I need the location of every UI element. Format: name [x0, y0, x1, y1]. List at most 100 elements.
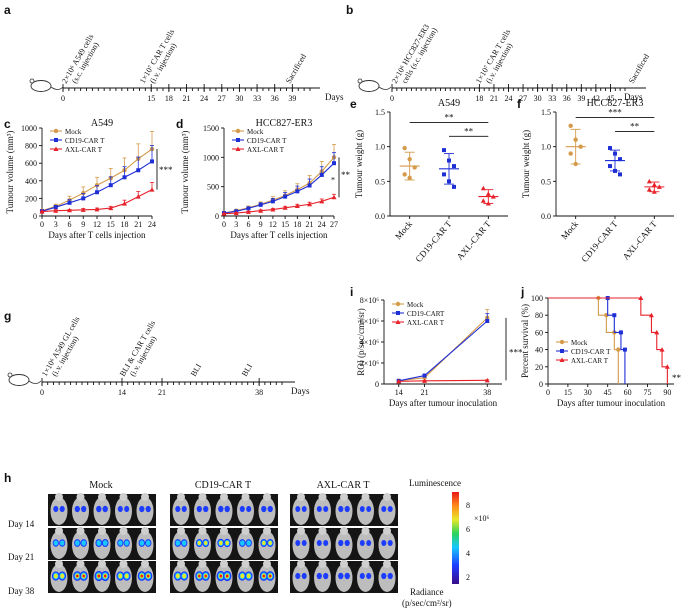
significance-marker: **: [672, 373, 682, 383]
x-tick-label: CD19-CAR T: [579, 218, 620, 264]
bli-signal: [82, 574, 85, 578]
mouse-head: [119, 493, 128, 501]
data-point-axl: [638, 295, 644, 300]
y-axis-label: Tumour weight (g): [521, 130, 531, 198]
x-tick-label: 24: [148, 220, 156, 229]
legend-entry: CD19-CAR T: [247, 137, 287, 145]
bli-signal: [240, 573, 245, 579]
data-point-cd19: [122, 175, 127, 180]
mouse-head: [141, 527, 149, 535]
bli-signal: [60, 540, 65, 546]
annot-g-bli1: BLI: [189, 362, 203, 378]
data-point-axl: [646, 178, 652, 184]
data-point-axl: [664, 364, 670, 369]
y-tick-label: 0: [215, 212, 219, 221]
mouse-silhouette: [357, 531, 374, 559]
x-tick-label: 15: [107, 220, 115, 229]
timeline-tick-label: 24: [200, 94, 208, 103]
x-tick-label: Mock: [559, 218, 580, 241]
chart-e: 0.0 0.5 1.0 1.5 e A549 Tumour weight (g) Mock CD…: [350, 97, 508, 264]
data-point-axl: [651, 182, 657, 187]
mouse-head: [361, 527, 370, 535]
significance-marker: **: [445, 112, 455, 122]
bli-image-grid: [48, 493, 398, 593]
timeline-tick-label: 21: [490, 94, 498, 103]
significance-marker: ***: [608, 108, 622, 118]
bli-signal: [118, 540, 123, 546]
y-tick-label: 1.0: [375, 143, 385, 152]
bli-signal: [359, 540, 365, 546]
mouse-silhouette: [258, 531, 276, 559]
y-tick-label: 80: [535, 311, 543, 320]
bli-signal: [381, 539, 387, 547]
x-axis-label: Days after T cells injection: [48, 230, 146, 240]
bli-image: [48, 560, 156, 593]
panel-a: a 0 15 18 21 24 27 30 33 36 39 2×10⁶ A549 cells (…: [4, 3, 344, 103]
y-tick-label: 2×10⁶: [360, 359, 380, 368]
x-tick-label: 0: [40, 220, 44, 229]
legend-entry: Mock: [571, 339, 588, 347]
bli-signal: [204, 540, 208, 546]
bli-signal: [96, 540, 102, 546]
panel-label-j: j: [520, 285, 524, 299]
panel-label-b: b: [346, 3, 353, 17]
y-tick-label: 1.5: [541, 108, 551, 117]
legend-entry: AXL-CAR T: [571, 357, 609, 365]
series-line-cd19: [223, 162, 335, 214]
data-point-cd19: [442, 172, 446, 177]
data-point-axl: [282, 205, 288, 210]
mouse-silhouette: [115, 497, 132, 525]
bli-signal: [139, 540, 145, 546]
data-point-cd19: [270, 199, 275, 204]
timeline-tick-label: 45: [606, 94, 614, 103]
panel-label-e: e: [350, 97, 357, 111]
mouse-silhouette: [292, 531, 310, 559]
x-tick-label: 75: [643, 388, 651, 397]
timeline-tick-label: 30: [235, 94, 243, 103]
data-point-axl: [270, 207, 276, 212]
chart-title: HCC827-ER3: [587, 98, 644, 109]
day-label-21: Day 21: [8, 552, 34, 562]
radiance-unit: (p/sec/cm²/sr): [402, 598, 452, 608]
x-tick-label: AXL-CAR T: [455, 218, 494, 261]
significance-marker: **: [341, 170, 351, 180]
bli-signal: [145, 505, 151, 513]
timeline-tick-label: 21: [158, 388, 166, 397]
bli-signal: [197, 540, 201, 546]
data-point-axl: [221, 211, 227, 216]
y-tick-label: 0: [539, 380, 543, 389]
data-point-axl: [94, 206, 100, 212]
x-tick-label: 21: [421, 388, 429, 397]
mouse-head: [98, 493, 106, 501]
data-point-cd19: [54, 138, 58, 142]
bli-signal: [140, 574, 144, 578]
data-point-mock: [568, 123, 573, 129]
colorbar-exponent: ×10⁶: [474, 514, 490, 523]
data-point-axl: [331, 194, 337, 200]
data-point-mock: [616, 347, 621, 352]
bli-signal: [301, 506, 307, 512]
bli-signal: [224, 505, 230, 513]
mouse-icon: [357, 78, 392, 92]
bli-image: [290, 493, 398, 526]
data-point-cd19: [95, 190, 99, 195]
mouse-head: [55, 527, 63, 535]
bli-image: [290, 527, 398, 560]
bli-signal: [381, 572, 387, 580]
panel-b: b 0 18 21 24 27 30 33 36 39 42 45 2×10⁶ HCC827-ER3…: [346, 3, 651, 103]
data-point-mock: [559, 339, 565, 345]
timeline-tick-label: 21: [183, 94, 191, 103]
legend-entry: Mock: [247, 128, 264, 136]
annot-g-bli2: BLI: [240, 362, 254, 378]
data-point-axl: [122, 201, 127, 206]
x-tick-label: 12: [93, 220, 101, 229]
mouse-head: [55, 560, 63, 568]
x-tick-label: 30: [584, 388, 592, 397]
mouse-head: [297, 527, 305, 535]
series-line-mock: [223, 156, 335, 214]
data-point-axl: [80, 207, 86, 212]
mouse-silhouette: [335, 564, 353, 592]
bli-signal: [295, 506, 301, 512]
data-point-axl: [245, 209, 251, 214]
data-point-mock: [407, 156, 412, 162]
